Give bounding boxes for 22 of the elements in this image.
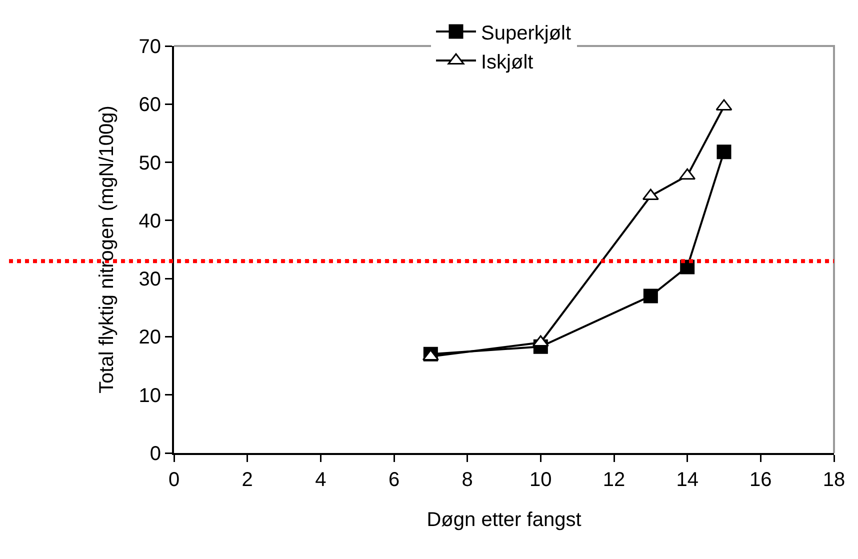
x-tick-label: 6 [388,469,400,491]
x-tick-label: 12 [602,469,626,491]
x-tick-label: 10 [530,469,552,491]
x-tick-label: 8 [462,469,473,491]
x-tick-label: 18 [822,469,846,491]
y-tick-label: 40 [138,210,161,232]
y-tick-label: 20 [138,326,161,349]
y-tick-label: 10 [138,384,161,407]
y-tick-label: 60 [138,94,161,116]
legend-label: Iskjølt [481,51,534,74]
y-tick-label: 70 [138,36,161,58]
y-tick-label: 0 [150,443,161,465]
y-tick-label: 50 [138,152,161,174]
y-axis-title: Total flyktig nitrogen (mgN/100g) [96,106,118,394]
x-tick-label: 4 [315,469,326,491]
legend-label: Superkjølt [481,22,572,44]
y-tick-label: 30 [138,268,161,291]
x-tick-label: 0 [168,469,180,491]
x-tick-label: 16 [750,469,772,491]
x-axis-title: Døgn etter fangst [426,509,582,531]
x-tick-label: 2 [242,469,253,491]
x-tick-label: 14 [676,469,698,491]
